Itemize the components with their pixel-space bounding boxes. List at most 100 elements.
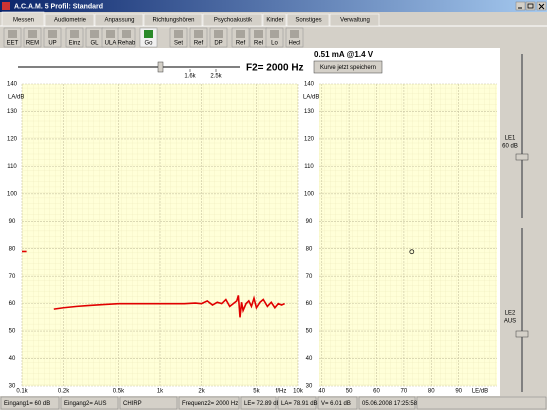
y-tick-label: 30 [306, 384, 313, 390]
status-field [178, 396, 240, 410]
toolbar-label: Ref [236, 41, 246, 47]
tab[interactable] [286, 13, 330, 27]
x-tick-label: 5k [253, 389, 260, 395]
status-text: LA= 78.91 dB [281, 401, 318, 407]
y-tick-label: 80 [306, 246, 313, 252]
y-tick-label: 120 [304, 136, 315, 142]
y-tick-label: 50 [306, 329, 313, 335]
y-tick-label: 50 [9, 329, 16, 335]
tab[interactable] [44, 13, 95, 27]
tab[interactable] [143, 13, 203, 27]
maximize-button[interactable] [525, 1, 536, 11]
status-field [240, 396, 277, 410]
toolbar-label: Hecl [288, 41, 300, 47]
y-tick-label: 100 [304, 191, 315, 197]
y-tick-label: 30 [9, 384, 16, 390]
slider-tick-label: 1.6k [184, 74, 196, 80]
y-axis-label: LA/dB [8, 95, 24, 101]
toolbar-label: Einz [69, 41, 81, 47]
slider-thumb[interactable] [157, 61, 164, 73]
toolbar-label: Rehab [118, 41, 136, 47]
toolbar-icon [144, 30, 153, 38]
y-axis-label: LA/dB [303, 95, 319, 101]
save-button[interactable] [313, 60, 383, 74]
x-tick-label: 80 [428, 389, 435, 395]
tab-label: Verwaltung [340, 18, 370, 24]
maximize-glyph [527, 3, 534, 9]
toolbar-icon [48, 30, 57, 38]
toolbar-label: UP [48, 41, 56, 47]
x-tick-label: 90 [455, 389, 462, 395]
toolbar-icon [90, 30, 99, 38]
y-tick-label: 40 [9, 356, 16, 362]
x-tick-label: 60 [373, 389, 380, 395]
status-field [277, 396, 317, 410]
tab-label: Messen [13, 18, 34, 24]
status-field [416, 396, 547, 410]
y-tick-label: 140 [304, 82, 315, 88]
tab-label: Psychoakustik [214, 18, 253, 24]
side-panel: LE1 60 dB LE2 AUS [502, 54, 529, 392]
minimize-button[interactable] [515, 1, 526, 11]
y-tick-label: 130 [7, 109, 18, 115]
toolbar-icon [214, 30, 223, 38]
app-icon [2, 2, 10, 10]
le2-thumb[interactable] [515, 330, 529, 338]
tab-label: Anpassung [104, 18, 134, 24]
tab[interactable] [329, 13, 380, 27]
toolbar-icon [174, 30, 183, 38]
x-tick-label: 10k [293, 389, 304, 395]
toolbar-label: Rel [254, 41, 263, 47]
x-tick-label: 0.2k [58, 389, 70, 395]
status-field [317, 396, 358, 410]
tab-label: Audiometrie [54, 18, 87, 24]
y-tick-label: 110 [304, 164, 314, 170]
x-axis-label: LE/dB [472, 389, 488, 395]
toolbar-icon [254, 30, 263, 38]
tab-label: Richtungshören [152, 18, 194, 24]
x-tick-label: 2k [198, 389, 205, 395]
toolbar-icon [122, 30, 131, 38]
y-tick-label: 110 [7, 164, 17, 170]
status-text: 05.06.2008 17:25:58 [362, 401, 418, 407]
toolbar-label: ULA [105, 41, 117, 47]
toolbar-label: Ref [194, 41, 204, 47]
status-field [0, 396, 60, 410]
window-buttons [515, 1, 547, 11]
y-tick-label: 60 [9, 301, 16, 307]
tab[interactable] [94, 13, 144, 27]
le1-label: LE1 [505, 136, 516, 142]
data-point [409, 249, 415, 255]
toolbar-label: EET [7, 41, 19, 47]
status-text: CHIRP [123, 401, 142, 407]
toolbar-label: DP [214, 41, 222, 47]
frequency-readout: F2= 2000 Hz [246, 63, 304, 74]
y-tick-label: 100 [7, 191, 18, 197]
x-tick-label: 0.5k [113, 389, 125, 395]
y-tick-label: 140 [7, 82, 18, 88]
y-tick-label: 60 [306, 301, 313, 307]
toolbar-icon [290, 30, 299, 38]
toolbar-icon [106, 30, 115, 38]
le1-thumb[interactable] [515, 153, 529, 161]
le2-label: LE2 [505, 311, 516, 317]
slider-tick-label: 2.5k [210, 74, 222, 80]
close-glyph [538, 3, 545, 10]
toolbar-label: Set [174, 41, 183, 47]
le2-value: AUS [504, 319, 516, 325]
y-tick-label: 90 [9, 219, 16, 225]
toolbar-icon [236, 30, 245, 38]
tab[interactable] [202, 13, 263, 27]
tab[interactable] [1, 11, 45, 27]
x-tick-label: 0.1k [16, 389, 28, 395]
status-field [119, 396, 178, 410]
toolbar-label: Go [144, 41, 153, 47]
level-readout: 0.51 mA @1.4 V [314, 50, 374, 59]
status-text: Frequenz2= 2000 Hz [182, 401, 238, 407]
toolbar-icon [28, 30, 37, 38]
minor-grid [319, 84, 497, 386]
toolbar-icon [270, 30, 279, 38]
y-tick-label: 130 [304, 109, 315, 115]
tab[interactable] [262, 13, 287, 27]
